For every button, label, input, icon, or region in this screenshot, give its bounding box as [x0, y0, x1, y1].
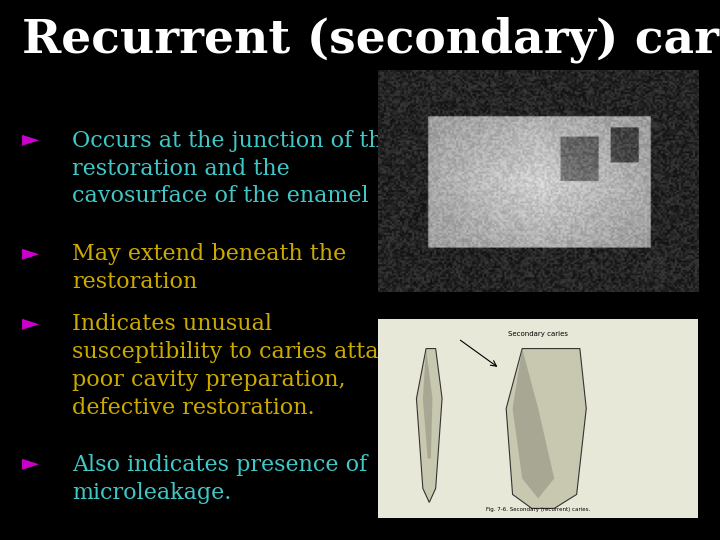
Text: Secondary caries: Secondary caries [508, 330, 568, 336]
Text: ►: ► [22, 243, 39, 263]
Polygon shape [513, 349, 554, 498]
Text: ►: ► [22, 454, 39, 474]
Text: ►: ► [22, 313, 39, 333]
Text: Recurrent (secondary) caries:: Recurrent (secondary) caries: [22, 16, 720, 63]
Polygon shape [416, 349, 442, 502]
Text: ►: ► [22, 130, 39, 150]
Text: Fig. 7-6. Secondary (recurrent) caries.: Fig. 7-6. Secondary (recurrent) caries. [486, 508, 590, 512]
Text: Occurs at the junction of the
restoration and the
cavosurface of the enamel: Occurs at the junction of the restoratio… [72, 130, 396, 207]
Text: Also indicates presence of
microleakage.: Also indicates presence of microleakage. [72, 454, 367, 503]
Text: May extend beneath the
restoration: May extend beneath the restoration [72, 243, 346, 293]
Polygon shape [423, 349, 433, 458]
Text: Indicates unusual
susceptibility to caries attack,
poor cavity preparation,
defe: Indicates unusual susceptibility to cari… [72, 313, 412, 419]
Polygon shape [506, 349, 586, 509]
